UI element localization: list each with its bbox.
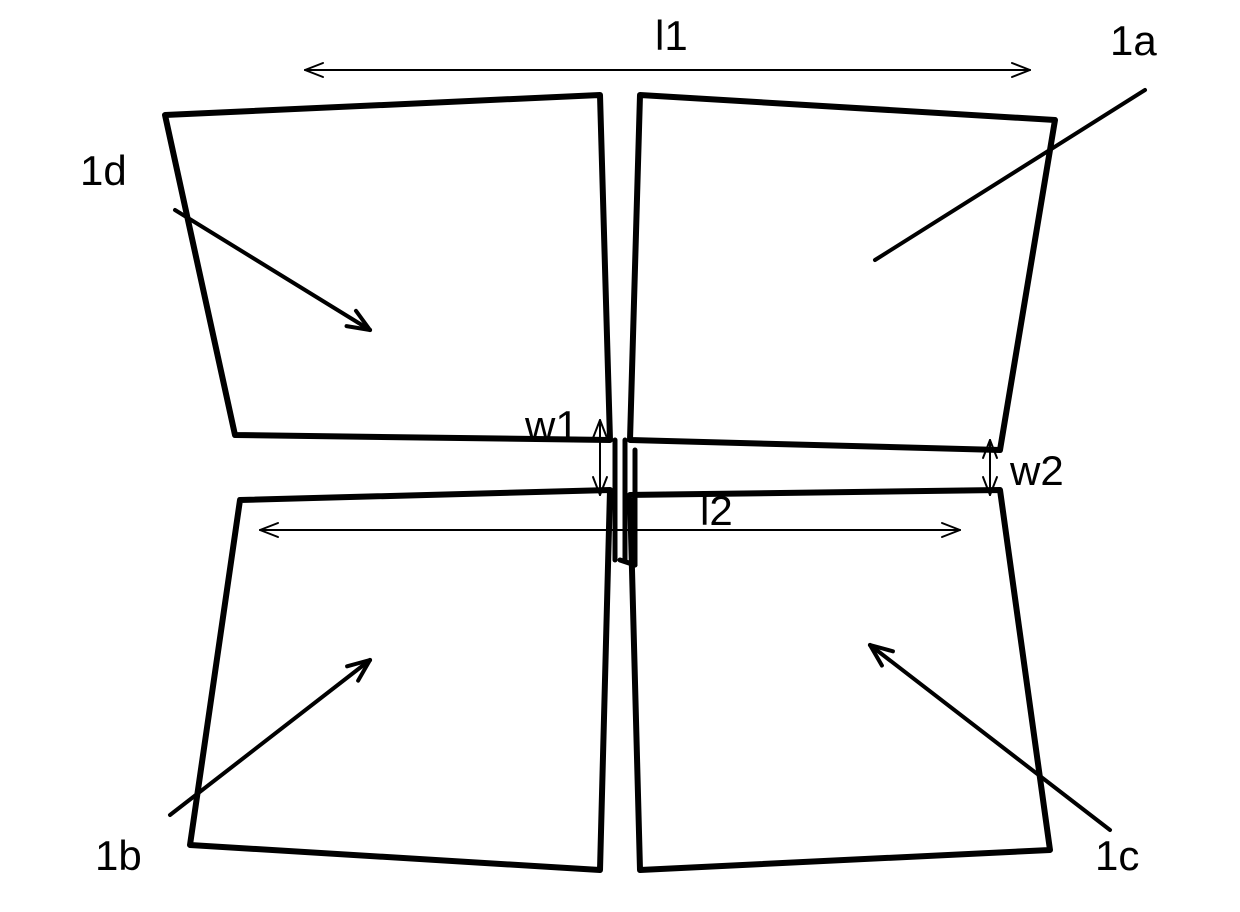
shape-top_left	[165, 95, 610, 440]
shape-top_right	[630, 95, 1055, 450]
dimension-w1	[593, 420, 607, 495]
label-p1d: 1d	[80, 147, 127, 194]
label-p1c: 1c	[1095, 832, 1139, 879]
label-l1: l1	[655, 12, 688, 59]
label-w1: w1	[524, 402, 579, 449]
dimension-l1	[305, 63, 1030, 77]
label-w2: w2	[1009, 447, 1064, 494]
label-l2: l2	[700, 487, 733, 534]
label-p1a: 1a	[1110, 17, 1157, 64]
shape-bottom_right	[630, 490, 1050, 870]
pointer-p1c	[870, 645, 1110, 830]
pointer-p1b	[170, 660, 370, 815]
pointer-p1d	[175, 210, 370, 330]
label-p1b: 1b	[95, 832, 142, 879]
shape-bottom_left	[190, 490, 610, 870]
